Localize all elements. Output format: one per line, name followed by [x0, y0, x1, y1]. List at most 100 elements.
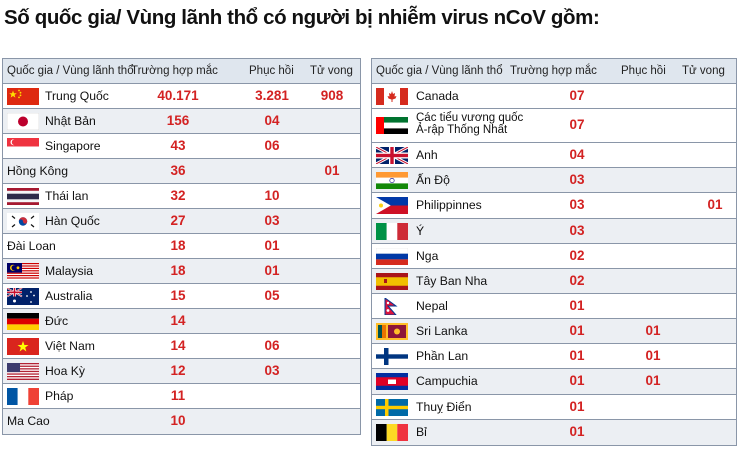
- table-row: Đức 14: [3, 309, 360, 334]
- deaths-value: 01: [324, 163, 340, 178]
- country-name: Đức: [45, 314, 69, 328]
- country-name: Singapore: [45, 139, 101, 153]
- cases-value: 07: [569, 117, 585, 133]
- recovered-value: 01: [645, 348, 661, 364]
- country-name: Malaysia: [45, 264, 94, 278]
- table-row: Hàn Quốc 27 03: [3, 209, 360, 234]
- table-row: Đài Loan 18 01: [3, 234, 360, 259]
- recovered-value: 05: [264, 288, 280, 303]
- table-row: Phần Lan 01 01: [372, 344, 736, 370]
- cases-value: 01: [569, 323, 585, 339]
- country-name: Hoa Kỳ: [45, 364, 85, 378]
- cases-value: 02: [569, 272, 585, 288]
- table-row: Sri Lanka 01 01: [372, 319, 736, 345]
- recovered-value: 01: [264, 263, 280, 278]
- cambodia-flag-icon: [376, 373, 408, 391]
- philippines-flag-icon: [376, 197, 408, 215]
- table-row: Bỉ 01: [372, 419, 736, 445]
- table-row: Ý 03: [372, 218, 736, 244]
- country-name: Australia: [45, 289, 93, 303]
- country-name: Hàn Quốc: [45, 214, 100, 228]
- table-row: Việt Nam 14 06: [3, 334, 360, 359]
- cases-value: 156: [166, 113, 190, 128]
- cases-value: 10: [170, 413, 186, 428]
- country-name: Tây Ban Nha: [416, 273, 488, 288]
- table-row: Singapore 43 06: [3, 134, 360, 159]
- country-name: Ấn Độ: [416, 173, 450, 188]
- country-name: Việt Nam: [45, 339, 95, 353]
- cases-value: 11: [170, 388, 186, 403]
- country-name: Anh: [416, 148, 438, 163]
- country-name: Thái lan: [45, 189, 89, 203]
- header-deaths: Tử vong: [310, 65, 353, 77]
- table-row: Trung Quốc 40.171 3.281 908: [3, 84, 360, 109]
- table-row: Ấn Độ 03: [372, 168, 736, 194]
- germany-flag-icon: [7, 313, 39, 330]
- country-name-line1: Các tiểu vương quốc: [416, 112, 524, 125]
- cases-value: 03: [569, 197, 585, 213]
- italy-flag-icon: [376, 222, 408, 240]
- canada-flag-icon: [376, 88, 408, 105]
- country-name: Đài Loan: [7, 239, 56, 253]
- south-korea-flag-icon: [7, 213, 39, 230]
- country-name: Nepal: [416, 298, 448, 313]
- china-flag-icon: [7, 88, 39, 105]
- recovered-value: 10: [264, 188, 280, 203]
- recovered-value: 06: [264, 138, 280, 153]
- table-header: Quốc gia / Vùng lãnh thổ Trường hợp mắc …: [3, 59, 360, 84]
- spain-flag-icon: [376, 272, 408, 290]
- country-name-line2: Ả-rập Thống Nhất: [416, 124, 508, 137]
- thailand-flag-icon: [7, 188, 39, 205]
- table-row: Nga 02: [372, 244, 736, 269]
- vietnam-flag-icon: [7, 338, 39, 355]
- deaths-value: 01: [707, 197, 723, 213]
- table-row: Thuỵ Điển 01: [372, 395, 736, 420]
- recovered-value: 03: [264, 213, 280, 228]
- recovered-value: 3.281: [255, 88, 289, 103]
- cases-value: 36: [170, 163, 186, 178]
- table-row: Hoa Kỳ 12 03: [3, 359, 360, 384]
- malaysia-flag-icon: [7, 263, 39, 280]
- australia-flag-icon: [7, 288, 39, 305]
- table-row: Anh 04: [372, 143, 736, 169]
- sri-lanka-flag-icon: [376, 323, 408, 341]
- cases-value: 12: [170, 363, 186, 378]
- table-row: Malaysia 18 01: [3, 259, 360, 284]
- cases-table-right: Quốc gia / Vùng lãnh thổ Trường hợp mắc …: [371, 58, 737, 446]
- header-deaths: Tử vong: [682, 65, 725, 77]
- sweden-flag-icon: [376, 398, 408, 416]
- nepal-flag-icon: [376, 297, 408, 315]
- cases-value: 01: [569, 348, 585, 364]
- recovered-value: 01: [264, 238, 280, 253]
- recovered-value: 01: [645, 373, 661, 389]
- cases-value: 18: [170, 238, 186, 253]
- table-row: Nhật Bản 156 04: [3, 109, 360, 134]
- cases-value: 14: [170, 313, 186, 328]
- belgium-flag-icon: [376, 423, 408, 441]
- deaths-value: 908: [320, 88, 344, 103]
- table-row: Canada 07: [372, 84, 736, 110]
- table-row: Tây Ban Nha 02: [372, 268, 736, 294]
- table-row: Australia 15 05: [3, 284, 360, 309]
- cases-table-left: Quốc gia / Vùng lãnh thổ Trường hợp mắc …: [2, 58, 361, 435]
- recovered-value: 03: [264, 363, 280, 378]
- cases-value: 03: [569, 222, 585, 238]
- page-title: Số quốc gia/ Vùng lãnh thổ có người bị n…: [4, 6, 600, 29]
- cases-value: 02: [569, 247, 585, 263]
- cases-value: 15: [170, 288, 186, 303]
- country-name: Pháp: [45, 389, 74, 403]
- table-row: Các tiểu vương quốc Ả-rập Thống Nhất 07: [372, 109, 736, 144]
- recovered-value: 01: [645, 323, 661, 339]
- table-row: Ma Cao 10: [3, 409, 360, 434]
- table-row: Hồng Kông 36 01: [3, 159, 360, 184]
- uk-flag-icon: [376, 147, 408, 165]
- country-name: Sri Lanka: [416, 324, 468, 339]
- recovered-value: 06: [264, 338, 280, 353]
- country-name: Thuỵ Điển: [416, 399, 472, 414]
- cases-value: 07: [569, 88, 585, 103]
- russia-flag-icon: [376, 247, 408, 265]
- table-header: Quốc gia / Vùng lãnh thổ Trường hợp mắc …: [372, 59, 736, 84]
- cases-value: 18: [170, 263, 186, 278]
- cases-value: 01: [569, 423, 585, 439]
- cases-value: 32: [170, 188, 186, 203]
